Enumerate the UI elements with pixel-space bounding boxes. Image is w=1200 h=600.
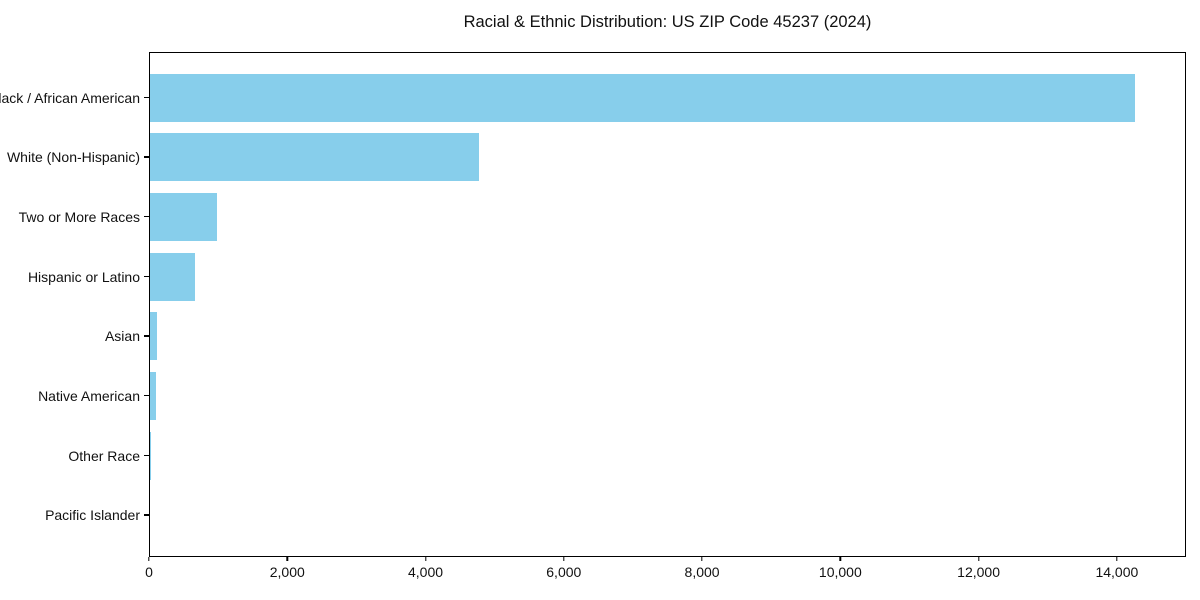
x-tick-mark <box>286 557 288 561</box>
bar <box>150 431 152 480</box>
bar <box>150 252 196 301</box>
x-tick-mark <box>148 557 150 561</box>
y-tick-mark <box>144 275 149 278</box>
chart-row: Native American <box>38 366 1185 426</box>
x-tick-mark <box>839 557 842 561</box>
bar <box>150 133 480 182</box>
y-tick-mark <box>144 454 149 456</box>
y-tick-mark <box>144 216 149 218</box>
y-tick-mark <box>144 394 149 397</box>
x-axis-ticks: 0 2,000 4,000 6,000 8,000 10,000 12,000 14,000 <box>145 557 1186 587</box>
y-tick-mark <box>144 514 149 516</box>
x-tick-label: 8,000 <box>684 564 720 580</box>
chart-row: Other Race <box>68 426 1185 486</box>
x-tick-mark <box>701 557 703 561</box>
x-tick-label: 0 <box>145 564 153 580</box>
chart-row: Asian <box>105 307 1185 367</box>
chart-row: Pacific Islander <box>45 485 1185 545</box>
chart-row: Hispanic or Latino <box>28 247 1185 307</box>
x-tick-label: 14,000 <box>1095 564 1139 580</box>
plot-area: Black / African American White (Non-Hispa… <box>0 52 1186 557</box>
x-tick-label: 10,000 <box>818 564 862 580</box>
x-tick-mark <box>977 557 980 561</box>
category-label: Black / African American <box>0 89 140 106</box>
category-label: Two or More Races <box>18 209 140 226</box>
category-label: Other Race <box>68 447 140 464</box>
x-tick-mark <box>424 557 427 561</box>
bar <box>150 312 157 361</box>
category-label: Native American <box>38 387 140 404</box>
bar-rows: Black / African American White (Non-Hispa… <box>0 53 1185 556</box>
x-tick-label: 12,000 <box>957 564 1001 580</box>
category-label: White (Non-Hispanic) <box>6 149 140 166</box>
bar <box>150 193 217 242</box>
y-tick-mark <box>144 156 149 158</box>
chart-row: Black / African American <box>0 68 1185 128</box>
category-label: Pacific Islander <box>45 507 140 524</box>
x-tick-label: 6,000 <box>546 564 582 580</box>
chart-row: Two or More Races <box>19 187 1185 247</box>
chart-title: Racial & Ethnic Distribution: US ZIP Cod… <box>463 13 872 31</box>
x-tick-label: 2,000 <box>269 564 305 580</box>
y-tick-mark <box>144 96 149 99</box>
x-tick-mark <box>563 557 565 561</box>
x-tick-label: 4,000 <box>408 564 444 580</box>
category-label: Asian <box>104 328 140 345</box>
x-tick-mark <box>1116 557 1118 561</box>
category-label: Hispanic or Latino <box>27 268 140 285</box>
chart-row: White (Non-Hispanic) <box>7 128 1185 188</box>
bar <box>150 371 157 420</box>
bar <box>150 73 1136 122</box>
y-tick-mark <box>144 335 149 337</box>
